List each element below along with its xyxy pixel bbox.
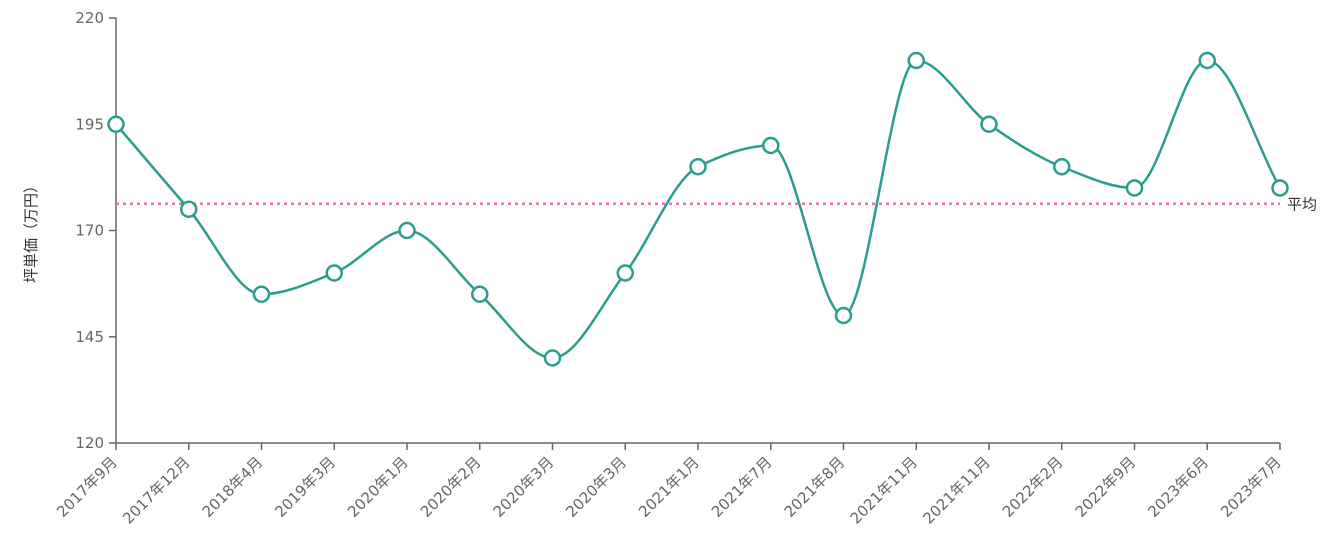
x-tick-label: 2020年3月 bbox=[490, 453, 558, 521]
y-tick-label: 145 bbox=[75, 328, 104, 346]
x-tick-label: 2020年1月 bbox=[344, 453, 412, 521]
x-tick-label: 2017年9月 bbox=[53, 453, 121, 521]
x-tick-label: 2023年7月 bbox=[1217, 453, 1285, 521]
data-point[interactable] bbox=[1125, 179, 1144, 197]
x-tick-label: 2019年3月 bbox=[271, 453, 339, 521]
data-point[interactable] bbox=[398, 221, 416, 240]
x-tick-label: 2018年4月 bbox=[199, 453, 267, 521]
data-point[interactable] bbox=[1271, 179, 1289, 197]
data-point[interactable] bbox=[107, 115, 125, 133]
data-point[interactable] bbox=[180, 200, 198, 218]
data-point[interactable] bbox=[616, 264, 634, 282]
x-tick-label: 2021年7月 bbox=[708, 453, 776, 521]
average-line-group: 平均 bbox=[116, 196, 1317, 214]
x-tick-label: 2022年2月 bbox=[999, 453, 1067, 521]
data-point[interactable] bbox=[325, 264, 343, 282]
y-axis-title: 坪単価（万円） bbox=[22, 178, 40, 283]
y-tick-label: 220 bbox=[75, 9, 104, 27]
data-point[interactable] bbox=[1198, 51, 1216, 70]
series-line bbox=[115, 59, 1282, 360]
data-point[interactable] bbox=[834, 306, 853, 325]
y-tick-label: 170 bbox=[75, 222, 104, 240]
data-point[interactable] bbox=[689, 158, 707, 176]
data-point[interactable] bbox=[980, 115, 998, 133]
data-point[interactable] bbox=[252, 285, 271, 303]
x-tick-label: 2017年12月 bbox=[119, 453, 193, 527]
average-label: 平均 bbox=[1287, 196, 1317, 214]
data-point[interactable] bbox=[762, 136, 780, 155]
data-point[interactable] bbox=[1053, 158, 1071, 176]
x-tick-label: 2023年6月 bbox=[1144, 453, 1212, 521]
series-group bbox=[107, 51, 1289, 367]
y-tick-label: 195 bbox=[75, 115, 104, 133]
x-tick-label: 2021年1月 bbox=[635, 453, 703, 521]
data-point[interactable] bbox=[907, 51, 925, 70]
x-tick-label: 2021年11月 bbox=[847, 453, 921, 527]
x-tick-label: 2021年11月 bbox=[919, 453, 993, 527]
x-tick-label: 2020年3月 bbox=[562, 453, 630, 521]
y-tick-label: 120 bbox=[75, 434, 104, 452]
data-point[interactable] bbox=[543, 349, 562, 367]
x-tick-label: 2021年8月 bbox=[781, 453, 849, 521]
y-axis: 120 145 170 195 220 bbox=[75, 9, 117, 452]
x-tick-label: 2022年9月 bbox=[1072, 453, 1140, 521]
x-tick-label: 2020年2月 bbox=[417, 453, 485, 521]
data-point[interactable] bbox=[471, 285, 489, 303]
